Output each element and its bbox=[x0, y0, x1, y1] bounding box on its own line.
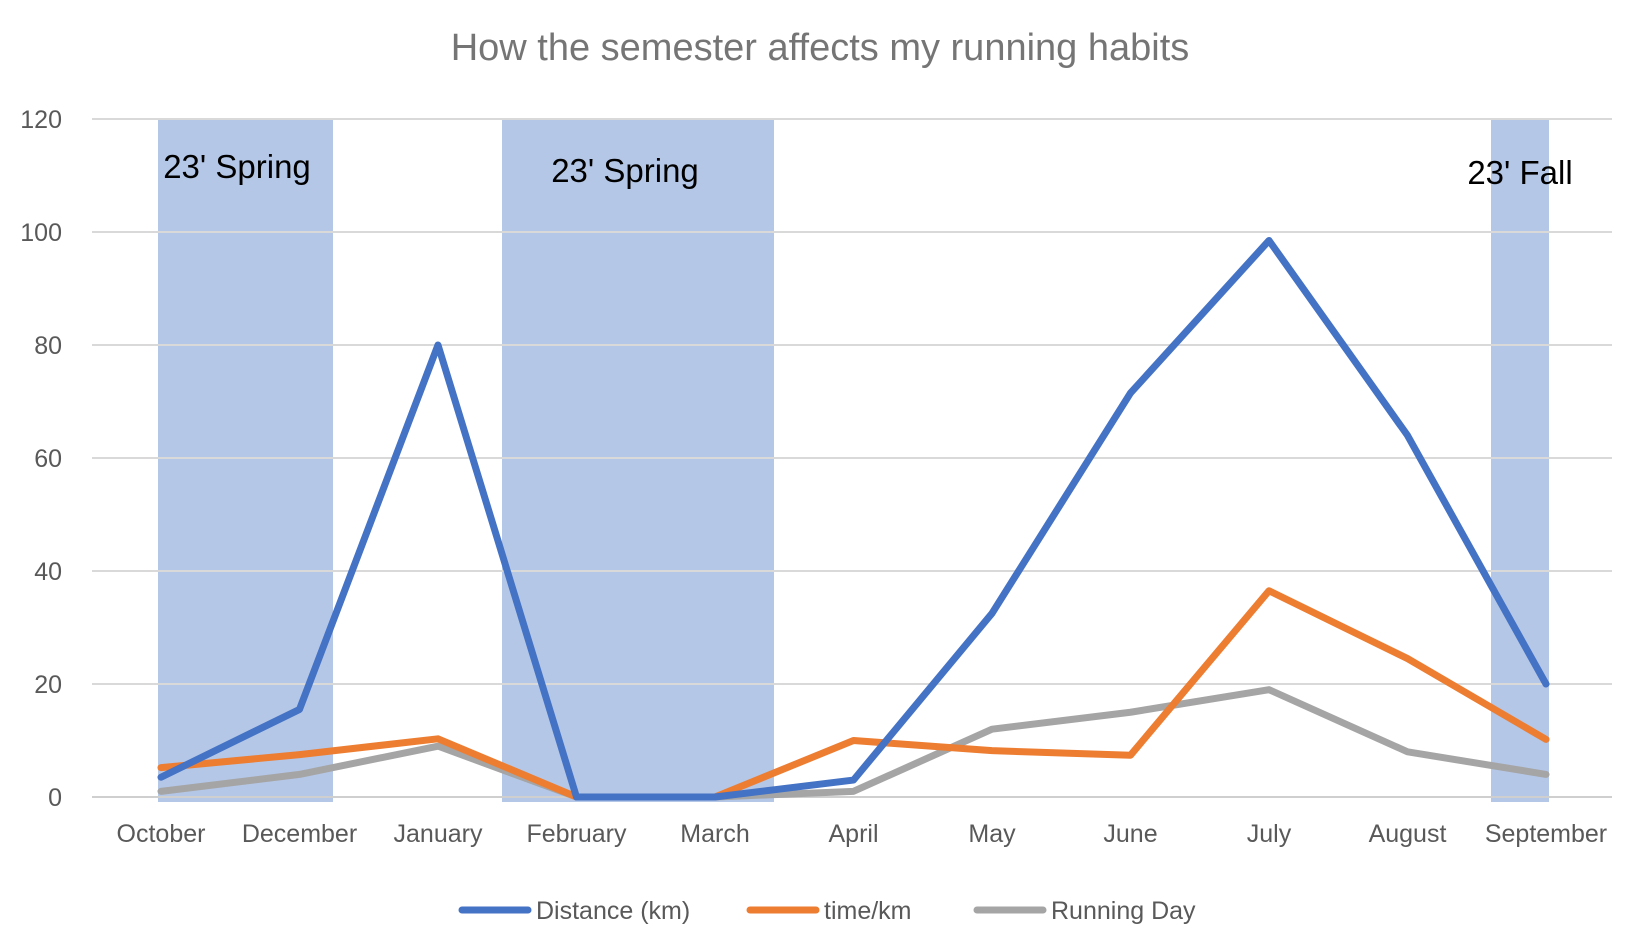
series-line-time-km bbox=[157, 587, 1550, 801]
x-axis-ticks: October December January February March April… bbox=[117, 820, 1608, 848]
series-line-distance-km bbox=[157, 236, 1550, 801]
legend-label-distance-km: Distance (km) bbox=[536, 897, 690, 925]
y-tick-label-20: 20 bbox=[34, 671, 62, 699]
x-tick-label-october: October bbox=[117, 820, 206, 848]
legend-label-running-day: Running Day bbox=[1051, 897, 1196, 925]
semester-band-labels: 23' Spring 23' Spring 23' Fall bbox=[163, 148, 1572, 191]
gridlines bbox=[92, 118, 1612, 798]
x-tick-label-june: June bbox=[1103, 820, 1157, 848]
x-tick-label-february: February bbox=[526, 820, 627, 848]
chart-title: How the semester affects my running habi… bbox=[451, 27, 1190, 69]
x-tick-label-august: August bbox=[1369, 820, 1447, 848]
y-tick-label-80: 80 bbox=[34, 332, 62, 360]
series-line-running-day bbox=[157, 686, 1550, 801]
series-lines bbox=[157, 236, 1550, 801]
semester-band-label-1: 23' Spring bbox=[163, 148, 311, 185]
y-axis-ticks: 0 20 40 60 80 100 120 bbox=[20, 106, 62, 812]
semester-band-label-3: 23' Fall bbox=[1467, 154, 1572, 191]
x-tick-label-january: January bbox=[394, 820, 483, 848]
y-tick-label-60: 60 bbox=[34, 445, 62, 473]
y-tick-label-120: 120 bbox=[20, 106, 62, 134]
legend-label-time-km: time/km bbox=[824, 897, 912, 925]
semester-band-3 bbox=[1491, 119, 1549, 802]
x-tick-label-september: September bbox=[1485, 820, 1607, 848]
legend-item-time-km: time/km bbox=[746, 897, 912, 925]
semester-bands bbox=[158, 119, 1549, 802]
legend: Distance (km) time/km Running Day bbox=[458, 897, 1196, 925]
semester-band-label-2: 23' Spring bbox=[551, 152, 699, 189]
x-tick-label-july: July bbox=[1247, 820, 1292, 848]
y-tick-label-0: 0 bbox=[48, 784, 62, 812]
x-tick-label-april: April bbox=[828, 820, 878, 848]
semester-band-2 bbox=[502, 119, 774, 802]
y-tick-label-40: 40 bbox=[34, 558, 62, 586]
x-tick-label-may: May bbox=[968, 820, 1016, 848]
legend-item-distance-km: Distance (km) bbox=[458, 897, 690, 925]
y-tick-label-100: 100 bbox=[20, 219, 62, 247]
x-tick-label-march: March bbox=[680, 820, 749, 848]
legend-item-running-day: Running Day bbox=[973, 897, 1196, 925]
x-tick-label-december: December bbox=[242, 820, 357, 848]
